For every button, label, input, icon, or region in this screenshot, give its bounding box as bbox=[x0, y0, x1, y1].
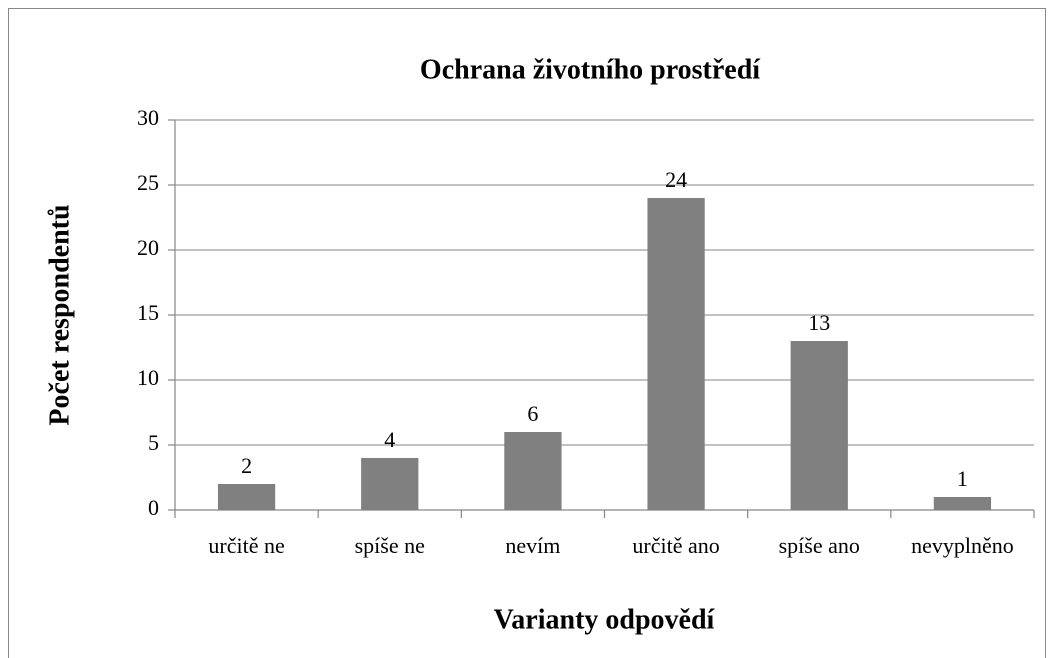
data-label: 2 bbox=[241, 453, 252, 478]
y-tick-label: 5 bbox=[148, 430, 159, 455]
x-tick-label: určitě ano bbox=[632, 533, 719, 558]
chart-title: Ochrana životního prostředí bbox=[420, 54, 761, 85]
data-label: 4 bbox=[384, 427, 395, 452]
x-tick-label: určitě ne bbox=[208, 533, 284, 558]
x-tick-label: nevyplněno bbox=[911, 533, 1014, 558]
data-label: 6 bbox=[527, 401, 538, 426]
x-tick-label: spíše ano bbox=[779, 533, 860, 558]
x-tick-label: nevím bbox=[505, 533, 560, 558]
bar bbox=[361, 458, 419, 510]
y-tick-label: 15 bbox=[137, 300, 159, 325]
x-axis-label: Varianty odpovědí bbox=[494, 604, 716, 635]
y-axis-label: Počet respondentů bbox=[44, 204, 75, 425]
bar bbox=[933, 497, 992, 510]
bar bbox=[790, 341, 848, 510]
y-tick-label: 20 bbox=[137, 235, 159, 260]
bar bbox=[647, 198, 705, 510]
data-label: 24 bbox=[665, 167, 687, 192]
y-tick-label: 25 bbox=[137, 170, 159, 195]
bar bbox=[504, 432, 562, 510]
data-label: 1 bbox=[957, 466, 968, 491]
y-tick-label: 0 bbox=[148, 495, 159, 520]
x-tick-label: spíše ne bbox=[355, 533, 425, 558]
chart-frame bbox=[8, 8, 1046, 658]
data-label: 13 bbox=[808, 310, 830, 335]
y-tick-label: 30 bbox=[137, 105, 159, 130]
y-tick-label: 10 bbox=[137, 365, 159, 390]
bar bbox=[217, 484, 276, 510]
